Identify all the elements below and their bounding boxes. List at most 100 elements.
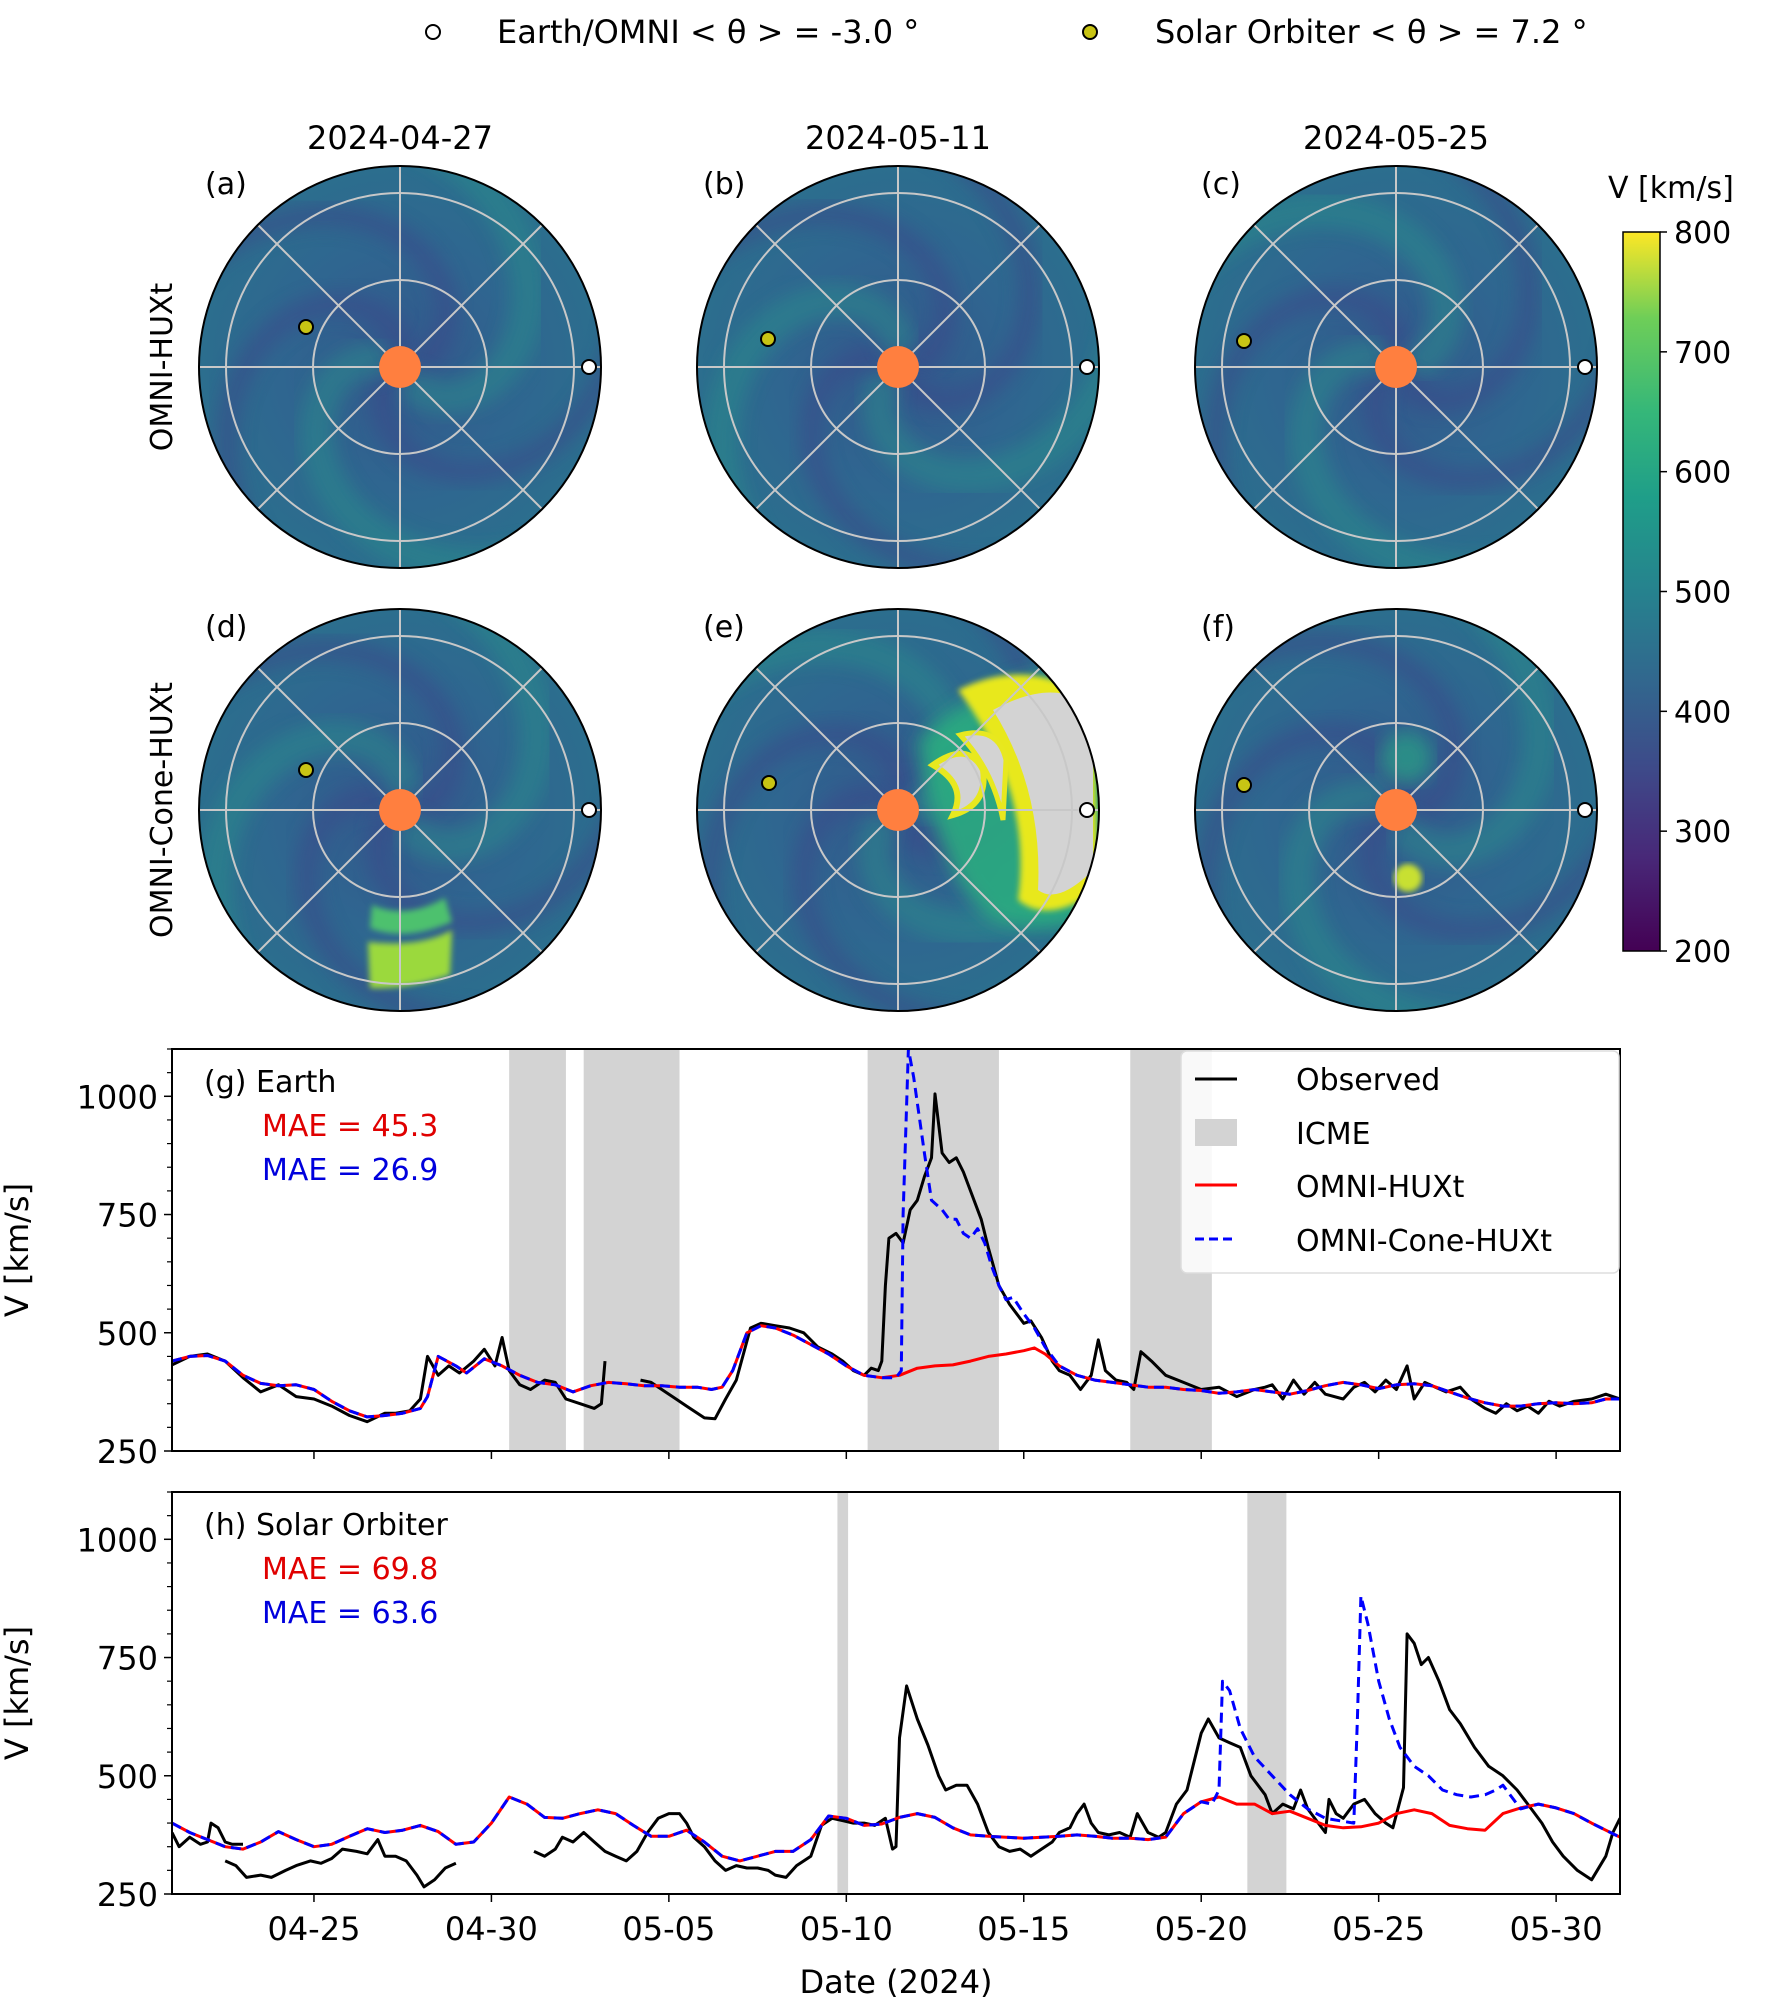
x-tick-label: 04-25 [267, 1910, 360, 1948]
solar-wind-stream [199, 720, 421, 988]
solar-wind-stream [199, 204, 458, 375]
solar-wind-stream [1393, 166, 1540, 412]
sun-icon [1375, 789, 1417, 831]
colorbar-tick-label: 700 [1674, 336, 1731, 371]
solar-wind-stream [697, 203, 957, 375]
solar-wind-stream [215, 292, 413, 566]
series-observed-line [172, 1821, 243, 1849]
y-tick-label: 750 [97, 1640, 158, 1678]
polar-panel-f: (f) [1194, 608, 1598, 1012]
mae-label: MAE = 26.9 [262, 1153, 438, 1188]
chart-earth: 250 500 750 1000 V [km/s] (g) Earth MAE = 45.3… [0, 1048, 1621, 1471]
polar-outline [1194, 608, 1598, 1012]
top-legend: Earth/OMNI < θ > = -3.0 ° Solar Orbiter … [425, 13, 1588, 51]
colorbar-tick-label: 300 [1674, 815, 1731, 850]
series-observed-line [172, 1336, 607, 1424]
x-axis-label: Date (2024) [799, 1963, 992, 2000]
plot-frame [171, 1491, 1621, 1895]
x-tick-label: 05-15 [977, 1910, 1070, 1948]
polar-panel-e: (e) [696, 608, 1100, 1012]
solar-wind-stream [391, 609, 554, 864]
solar-orbiter-marker-icon [761, 775, 777, 791]
solar-orbiter-marker-icon [1082, 24, 1098, 40]
earth-marker-icon [1577, 802, 1593, 818]
panel-label: (a) [205, 167, 247, 202]
series-group [172, 1594, 1620, 1889]
solar-wind-stream [367, 760, 601, 935]
polar-outline [198, 165, 602, 569]
colorbar-tick-label: 600 [1674, 456, 1731, 491]
panel-label: (c) [1201, 167, 1241, 202]
solar-wind-stream [1195, 193, 1464, 382]
series-omni-cone-huxt-line [172, 1594, 1620, 1863]
row-label-omni-huxt: OMNI-HUXt [145, 283, 180, 452]
series-omni-huxt-line [172, 1324, 1620, 1419]
sun-icon [379, 789, 421, 831]
x-tick-label: 05-25 [1332, 1910, 1425, 1948]
cme-front-inner [370, 898, 452, 934]
legend-icme-label: ICME [1296, 1117, 1371, 1152]
panel-title: (g) Earth [204, 1065, 336, 1100]
y-tick-label: 250 [97, 1876, 158, 1914]
solar-wind-stream [861, 302, 1099, 493]
polar-panel-c: (c) [1194, 165, 1598, 569]
solar-wind-stream [1359, 782, 1597, 942]
mae-label: MAE = 45.3 [262, 1109, 438, 1144]
colorbar-title: V [km/s] [1608, 171, 1734, 206]
polar-outline [1194, 165, 1598, 569]
polar-panels: (a) (b) (c) (d) (e) (f) [198, 165, 1598, 1012]
panel-title: (h) Solar Orbiter [204, 1508, 448, 1543]
polar-field [199, 609, 601, 1011]
legend-observed-label: Observed [1296, 1063, 1440, 1098]
solar-wind-stream [371, 292, 601, 484]
series-omni-cone-huxt-line [172, 1049, 1620, 1419]
solar-orbiter-marker-icon [298, 762, 314, 778]
solar-wind-stream [1385, 609, 1557, 869]
y-tick-label: 1000 [77, 1078, 158, 1116]
mae-label: MAE = 63.6 [262, 1596, 438, 1631]
cme-front-outer [368, 930, 452, 989]
panel-label: (d) [205, 610, 247, 645]
colorbar-tick-label: 500 [1674, 576, 1731, 611]
solar-orbiter-marker-icon [298, 319, 314, 335]
polar-outline [696, 165, 1100, 569]
solar-wind-stream [896, 166, 1041, 411]
y-axis-label: V [km/s] [0, 1183, 36, 1317]
x-tick-label: 04-30 [445, 1910, 538, 1948]
sun-icon [877, 346, 919, 388]
solar-wind-stream [703, 283, 918, 562]
x-tick-label: 05-30 [1510, 1910, 1603, 1948]
colorbar-tick-label: 200 [1674, 935, 1731, 970]
solar-wind-stream [1195, 630, 1467, 822]
panel-label: (e) [703, 610, 745, 645]
solar-orbiter-marker-icon [1236, 777, 1252, 793]
legend-omni-cone-huxt-label: OMNI-Cone-HUXt [1296, 1224, 1552, 1259]
legend-earth-label: Earth/OMNI < θ > = -3.0 ° [497, 13, 919, 51]
solar-wind-stream [1203, 286, 1411, 551]
legend-frame [1180, 1050, 1620, 1274]
polar-panel-d: (d) [198, 608, 602, 1012]
solar-wind-stream [800, 347, 1032, 568]
legend-icme-swatch [1195, 1119, 1237, 1146]
earth-marker-icon [1079, 802, 1095, 818]
earth-marker-icon [1577, 359, 1593, 375]
legend-solo-label: Solar Orbiter < θ > = 7.2 ° [1155, 13, 1588, 51]
icme-interval [509, 1049, 566, 1451]
sun-icon [379, 346, 421, 388]
polar-outline [198, 608, 602, 1012]
cme-blob [1394, 864, 1422, 892]
colorbar-tick-label: 800 [1674, 216, 1731, 251]
column-date-1: 2024-04-27 [307, 119, 493, 157]
cme-inner-shell [927, 750, 987, 820]
polar-outline [696, 608, 1100, 1012]
polar-panel-b: (b) [696, 165, 1100, 569]
series-observed-line [533, 1632, 1620, 1882]
legend-omni-huxt-label: OMNI-HUXt [1296, 1170, 1465, 1205]
row-label-omni-cone-huxt: OMNI-Cone-HUXt [145, 682, 180, 938]
polar-panel-a: (a) [198, 165, 602, 569]
earth-marker-icon [581, 802, 597, 818]
colorbar-gradient [1622, 231, 1661, 952]
mae-label: MAE = 69.8 [262, 1552, 438, 1587]
solar-orbiter-marker-icon [1236, 333, 1252, 349]
